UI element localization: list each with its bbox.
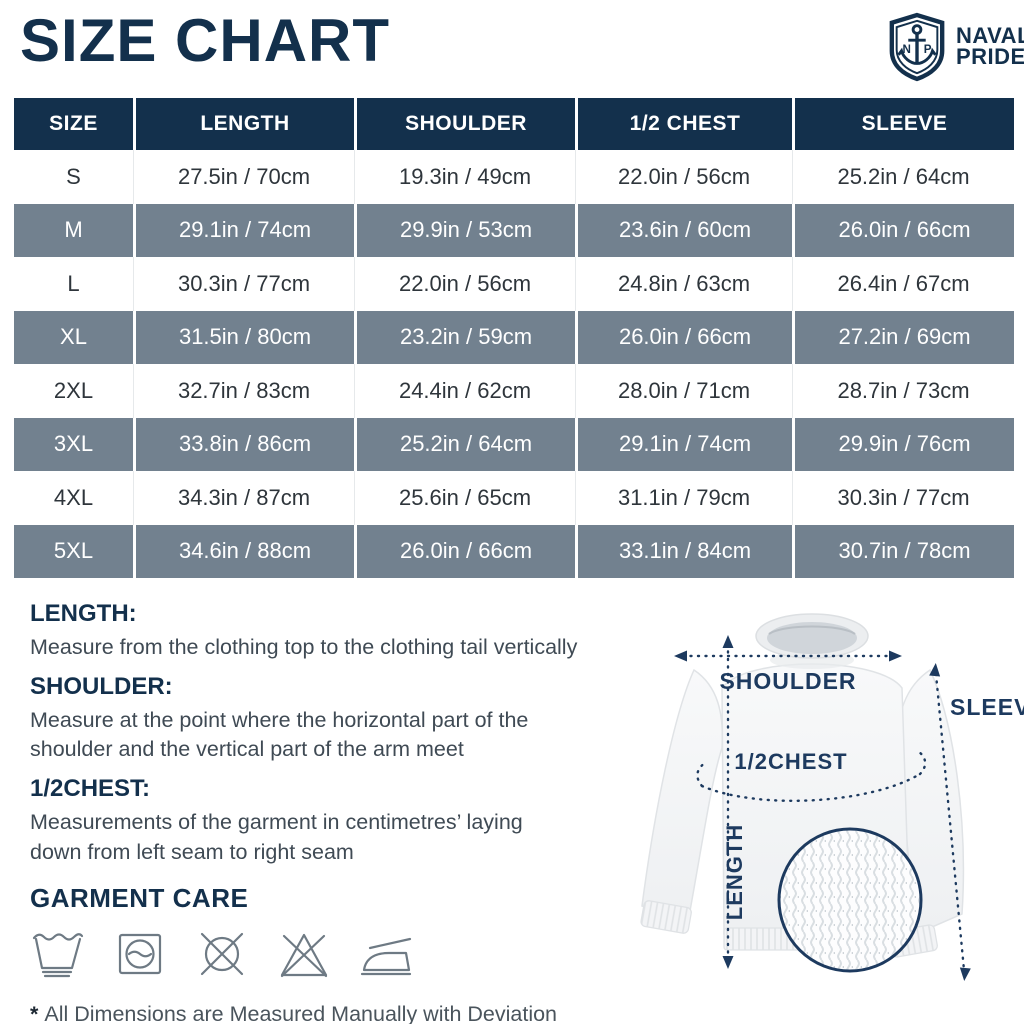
- sleeve-cell: 29.9in / 76cm: [792, 417, 1014, 471]
- fabric-detail-circle: [777, 827, 923, 973]
- sleeve-cell: 30.7in / 78cm: [792, 524, 1014, 578]
- shoulder-cell: 24.4in / 62cm: [354, 364, 575, 418]
- machine-wash-gentle-icon: [32, 933, 84, 978]
- length-cell: 30.3in / 77cm: [133, 257, 354, 311]
- size-cell: 5XL: [53, 538, 94, 564]
- half-chest-cell: 31.1in / 79cm: [575, 471, 792, 525]
- length-cell: 34.6in / 88cm: [133, 524, 354, 578]
- measurement-annotations: [681, 642, 966, 972]
- measurement-definitions: LENGTH: Measure from the clothing top to…: [30, 600, 670, 1024]
- naval-pride-shield-icon: N P: [889, 12, 945, 82]
- sleeve-cell: 26.0in / 66cm: [792, 203, 1014, 257]
- shoulder-cell: 19.3in / 49cm: [354, 150, 575, 204]
- size-cell: M: [64, 217, 83, 243]
- sleeve-cell: 25.2in / 64cm: [792, 150, 1014, 204]
- sleeve-cell: 30.3in / 77cm: [792, 471, 1014, 525]
- shoulder-cell: 26.0in / 66cm: [354, 524, 575, 578]
- shoulder-label: SHOULDER: [719, 668, 856, 694]
- table-header-row: SIZE LENGTH SHOULDER 1/2 CHEST SLEEVE: [14, 98, 1014, 150]
- length-cell: 34.3in / 87cm: [133, 471, 354, 525]
- do-not-bleach-icon: [280, 934, 328, 978]
- svg-text:N: N: [902, 43, 910, 56]
- length-cell: 32.7in / 83cm: [133, 364, 354, 418]
- table-row: M 29.1in / 74cm 29.9in / 53cm 23.6in / 6…: [14, 203, 1014, 257]
- header-half-chest: 1/2 CHEST: [575, 98, 792, 150]
- half-chest-cell: 33.1in / 84cm: [575, 524, 792, 578]
- care-icons-row: [30, 924, 670, 982]
- half-chest-curve: [700, 772, 922, 802]
- footnote: * All Dimensions are Measured Manually w…: [30, 1000, 670, 1024]
- size-cell: XL: [60, 324, 87, 350]
- length-term: LENGTH:: [30, 600, 137, 627]
- table-row: S 27.5in / 70cm 19.3in / 49cm 22.0in / 5…: [14, 150, 1014, 204]
- length-description: Measure from the clothing top to the clo…: [30, 635, 578, 659]
- footnote-asterisk: *: [30, 1002, 39, 1024]
- arrowheads: [674, 635, 971, 981]
- half-chest-cell: 22.0in / 56cm: [575, 150, 792, 204]
- half-chest-cell: 23.6in / 60cm: [575, 203, 792, 257]
- header-shoulder: SHOULDER: [354, 98, 575, 150]
- sleeve-cell: 27.2in / 69cm: [792, 310, 1014, 364]
- table-row: 2XL 32.7in / 83cm 24.4in / 62cm 28.0in /…: [14, 364, 1014, 418]
- length-label: LENGTH: [722, 824, 747, 920]
- shoulder-description: Measure at the point where the horizonta…: [30, 707, 529, 762]
- footnote-text: All Dimensions are Measured Manually wit…: [44, 1002, 558, 1024]
- table-row: 3XL 33.8in / 86cm 25.2in / 64cm 29.1in /…: [14, 417, 1014, 471]
- length-cell: 27.5in / 70cm: [133, 150, 354, 204]
- size-cell: 3XL: [53, 431, 94, 457]
- sleeve-cell: 28.7in / 73cm: [792, 364, 1014, 418]
- size-cell: 4XL: [53, 484, 94, 510]
- half-chest-term: 1/2CHEST:: [30, 774, 151, 802]
- brand-name-line2: PRIDE: [956, 44, 1024, 69]
- shoulder-term: SHOULDER:: [30, 672, 173, 700]
- table-row: XL 31.5in / 80cm 23.2in / 59cm 26.0in / …: [14, 310, 1014, 364]
- shoulder-cell: 22.0in / 56cm: [354, 257, 575, 311]
- sleeve-cell: 26.4in / 67cm: [792, 257, 1014, 311]
- sleeve-arrow: [934, 672, 966, 972]
- sleeve-label: SLEEVE: [950, 694, 1024, 720]
- size-table: SIZE LENGTH SHOULDER 1/2 CHEST SLEEVE S …: [14, 98, 1014, 578]
- brand-logo: N P NAVAL PRIDE: [886, 12, 1024, 82]
- length-cell: 31.5in / 80cm: [133, 310, 354, 364]
- half-chest-cell: 24.8in / 63cm: [575, 257, 792, 311]
- table-row: 4XL 34.3in / 87cm 25.6in / 65cm 31.1in /…: [14, 471, 1014, 525]
- header-sleeve: SLEEVE: [792, 98, 1014, 150]
- brand-name: NAVAL PRIDE: [956, 23, 1024, 69]
- brand-name-line1: NAVAL: [956, 23, 1024, 49]
- shoulder-cell: 23.2in / 59cm: [354, 310, 575, 364]
- length-cell: 29.1in / 74cm: [133, 203, 354, 257]
- do-not-dry-clean-icon: [200, 933, 244, 976]
- size-cell: 2XL: [53, 377, 94, 403]
- garment-care-title: GARMENT CARE: [30, 883, 249, 914]
- table-row: 5XL 34.6in / 88cm 26.0in / 66cm 33.1in /…: [14, 524, 1014, 578]
- half-chest-description: Measurements of the garment in centimetr…: [30, 809, 523, 864]
- header-size: SIZE: [49, 112, 98, 135]
- sweater-diagram: SHOULDER 1/2CHEST LENGTH SLEEVE: [640, 613, 1024, 981]
- half-chest-cell: 29.1in / 74cm: [575, 417, 792, 471]
- tumble-dry-icon: [118, 934, 162, 975]
- size-cell: L: [67, 270, 80, 296]
- shoulder-cell: 25.2in / 64cm: [354, 417, 575, 471]
- length-cell: 33.8in / 86cm: [133, 417, 354, 471]
- size-cell: S: [66, 163, 81, 189]
- page-title: SIZE CHART: [20, 7, 390, 74]
- half-chest-cell: 26.0in / 66cm: [575, 310, 792, 364]
- shoulder-cell: 25.6in / 65cm: [354, 471, 575, 525]
- half-chest-cell: 28.0in / 71cm: [575, 364, 792, 418]
- header-length: LENGTH: [133, 98, 354, 150]
- table-row: L 30.3in / 77cm 22.0in / 56cm 24.8in / 6…: [14, 257, 1014, 311]
- iron-icon: [360, 938, 412, 976]
- shoulder-cell: 29.9in / 53cm: [354, 203, 575, 257]
- svg-text:P: P: [924, 43, 932, 56]
- half-chest-label: 1/2CHEST: [734, 749, 847, 774]
